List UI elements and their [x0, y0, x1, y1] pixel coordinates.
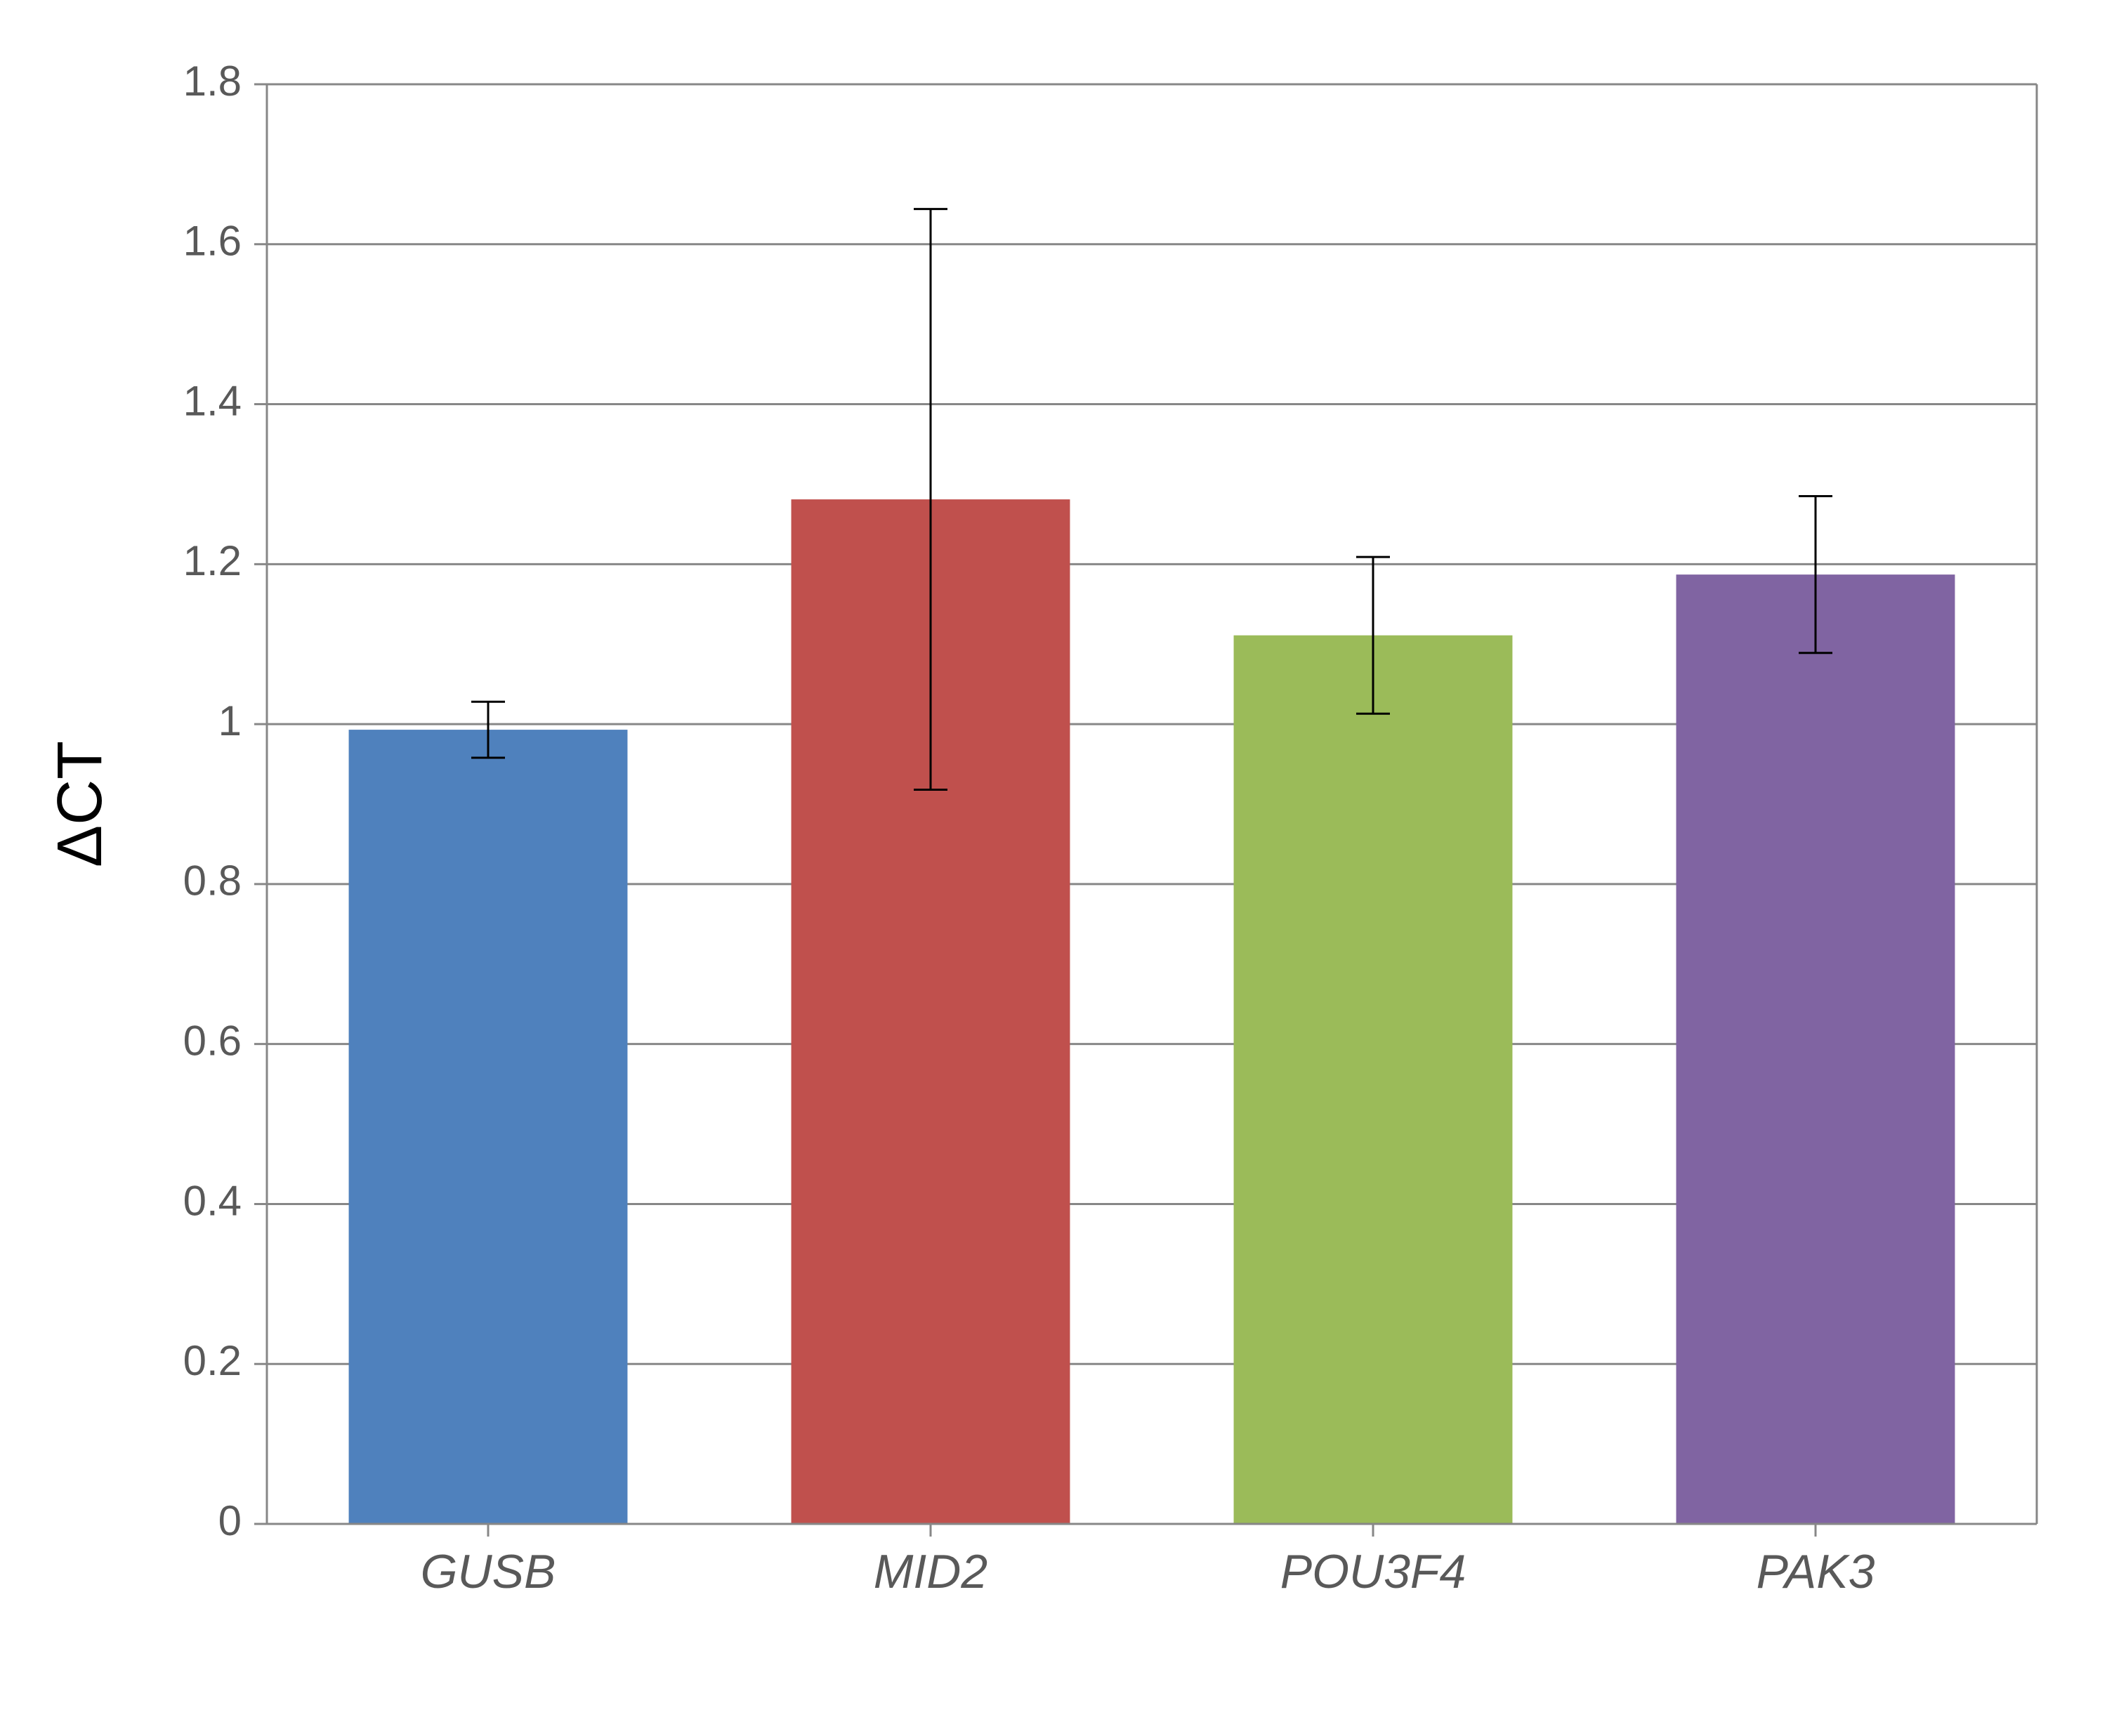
ytick-label: 1.6 — [183, 218, 242, 265]
ytick-label: 0.4 — [183, 1177, 242, 1224]
ytick-label: 1.8 — [183, 58, 242, 105]
ytick-label: 0.8 — [183, 857, 242, 905]
y-axis-label: ΔCT — [45, 741, 115, 867]
chart-container: 0 0.2 0.4 0.6 0.8 1 1.2 1.4 1.6 1.8 GUSB MID2 POU3F4… — [0, 0, 2107, 1736]
ytick-label: 1 — [218, 697, 242, 744]
ytick-label: 1.4 — [183, 377, 242, 424]
xtick-label: GUSB — [421, 1545, 556, 1598]
ytick-label: 0.6 — [183, 1018, 242, 1065]
xtick-label: MID2 — [874, 1545, 987, 1598]
xtick-label: PAK3 — [1757, 1545, 1875, 1598]
ytick-label: 0.2 — [183, 1337, 242, 1384]
ytick-label: 0 — [218, 1497, 242, 1544]
xtick-label: POU3F4 — [1280, 1545, 1466, 1598]
ytick-label: 1.2 — [183, 537, 242, 584]
bar-chart: 0 0.2 0.4 0.6 0.8 1 1.2 1.4 1.6 1.8 GUSB MID2 POU3F4… — [0, 0, 2107, 1736]
